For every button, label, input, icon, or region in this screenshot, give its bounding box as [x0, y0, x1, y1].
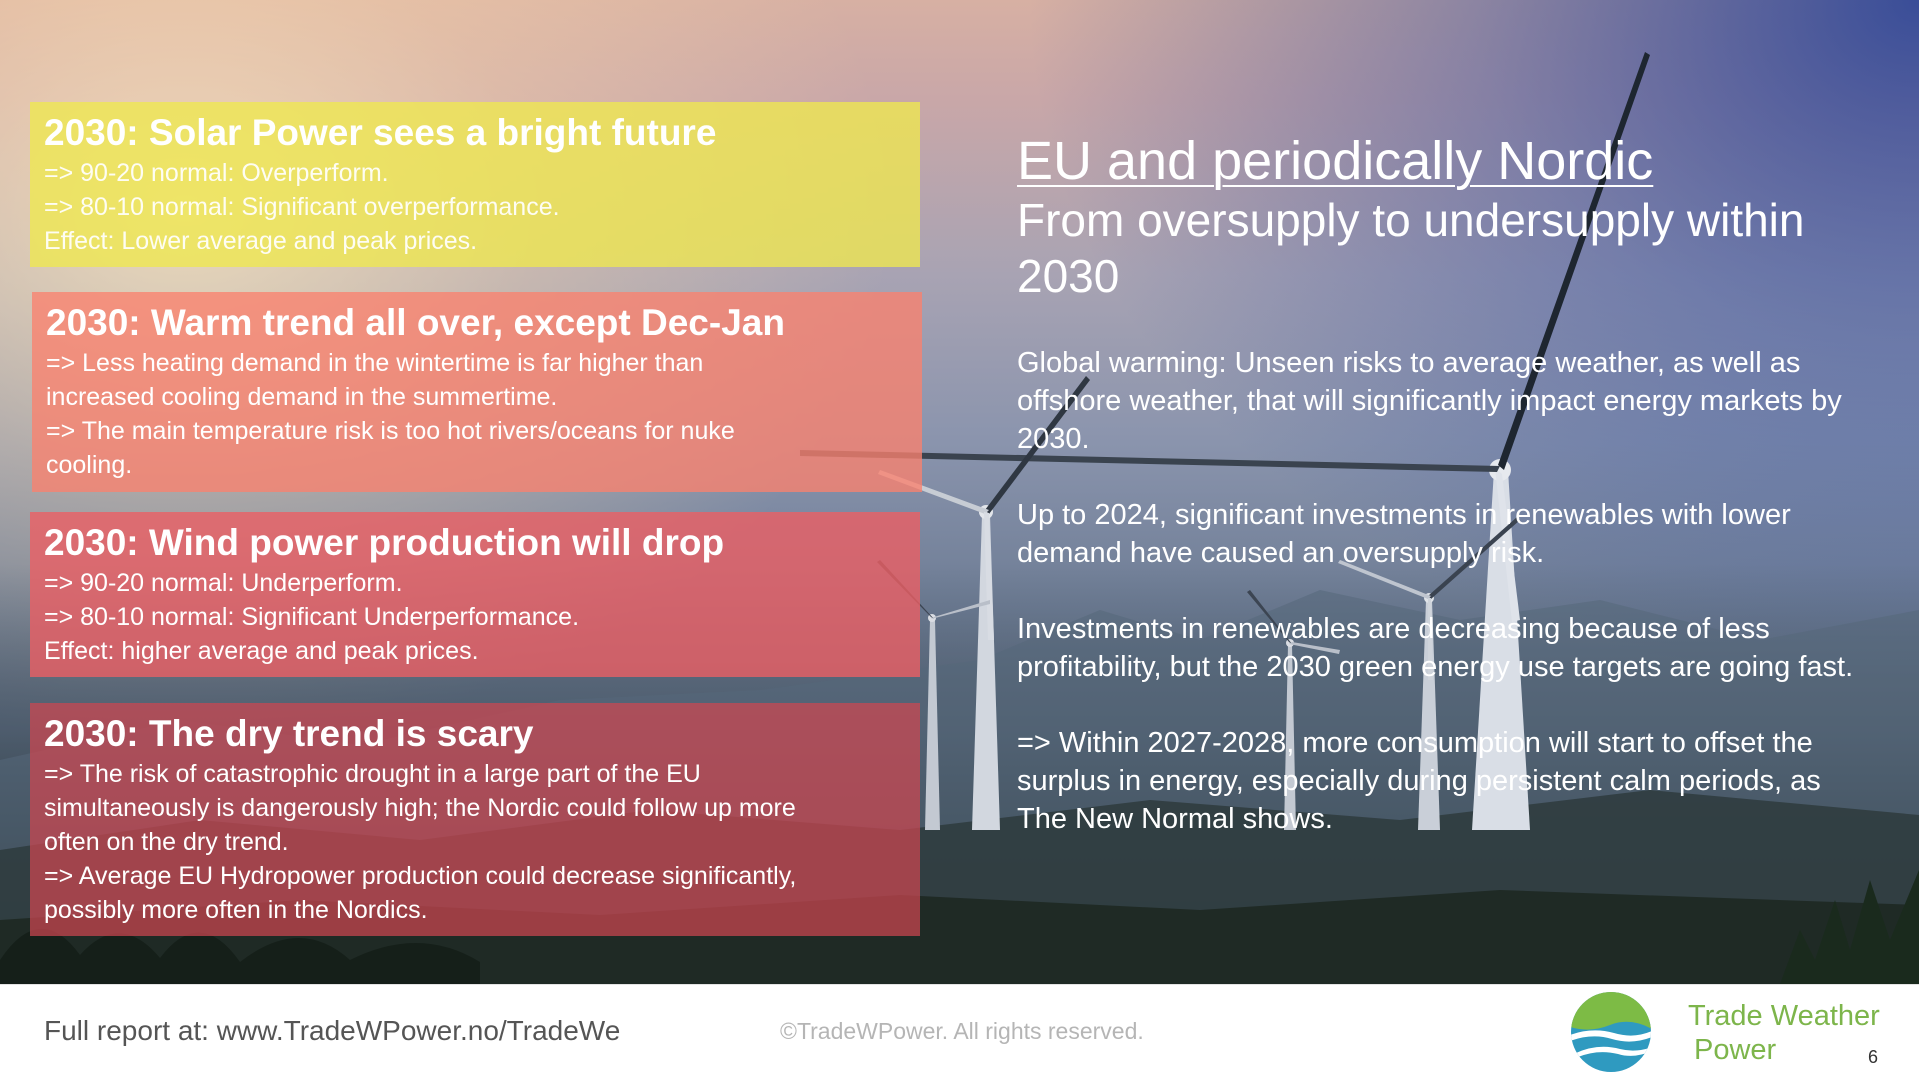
summary-title: EU and periodically Nordic — [1017, 131, 1654, 191]
summary-panel: EU and periodically Nordic From oversupp… — [1017, 130, 1877, 876]
solar-power-box: 2030: Solar Power sees a bright future =… — [30, 102, 920, 267]
summary-subtitle: From oversupply to undersupply within 20… — [1017, 194, 1805, 302]
dry-line-1: => The risk of catastrophic drought in a… — [44, 760, 701, 788]
dry-line-5: possibly more often in the Nordics. — [44, 896, 428, 924]
wind-power-box: 2030: Wind power production will drop =>… — [30, 512, 920, 677]
warm-line-1: => Less heating demand in the wintertime… — [46, 349, 704, 377]
wind-line-2: => 80-10 normal: Significant Underperfor… — [44, 603, 580, 631]
warm-line-4: cooling. — [46, 451, 133, 479]
brand-name: Trade Weather Power — [1688, 999, 1880, 1067]
footer-bar: Full report at: www.TradeWPower.no/Trade… — [0, 984, 1919, 1080]
summary-paragraph-3: Investments in renewables are decreasing… — [1017, 613, 1854, 683]
wind-line-1: => 90-20 normal: Underperform. — [44, 569, 403, 597]
report-link[interactable]: Full report at: www.TradeWPower.no/Trade… — [44, 1015, 621, 1046]
trade-weather-power-logo-icon — [1571, 992, 1651, 1072]
page-number: 6 — [1868, 1047, 1879, 1067]
summary-paragraph-1: Global warming: Unseen risks to average … — [1017, 347, 1842, 455]
dry-line-2: simultaneously is dangerously high; the … — [44, 794, 796, 822]
brand-line-2: Power — [1694, 1034, 1777, 1066]
solar-line-1: => 90-20 normal: Overperform. — [44, 159, 389, 187]
copyright-notice: ©TradeWPower. All rights reserved. — [780, 1018, 1144, 1044]
solar-line-2: => 80-10 normal: Significant overperform… — [44, 193, 560, 221]
wind-title: 2030: Wind power production will drop — [44, 522, 725, 563]
summary-paragraph-2: Up to 2024, significant investments in r… — [1017, 499, 1791, 569]
warm-line-3: => The main temperature risk is too hot … — [46, 417, 735, 445]
brand-line-1: Trade Weather — [1688, 1000, 1880, 1032]
dry-trend-box: 2030: The dry trend is scary => The risk… — [30, 703, 920, 936]
warm-trend-box: 2030: Warm trend all over, except Dec-Ja… — [32, 292, 922, 492]
warm-line-2: increased cooling demand in the summerti… — [46, 383, 558, 411]
summary-paragraph-4: => Within 2027-2028, more consumption wi… — [1017, 727, 1821, 835]
solar-title: 2030: Solar Power sees a bright future — [44, 112, 717, 153]
dry-line-4: => Average EU Hydropower production coul… — [44, 862, 797, 890]
wind-line-3: Effect: higher average and peak prices. — [44, 637, 479, 665]
dry-line-3: often on the dry trend. — [44, 828, 289, 856]
dry-title: 2030: The dry trend is scary — [44, 713, 534, 754]
warm-title: 2030: Warm trend all over, except Dec-Ja… — [46, 302, 785, 343]
solar-line-3: Effect: Lower average and peak prices. — [44, 227, 478, 255]
